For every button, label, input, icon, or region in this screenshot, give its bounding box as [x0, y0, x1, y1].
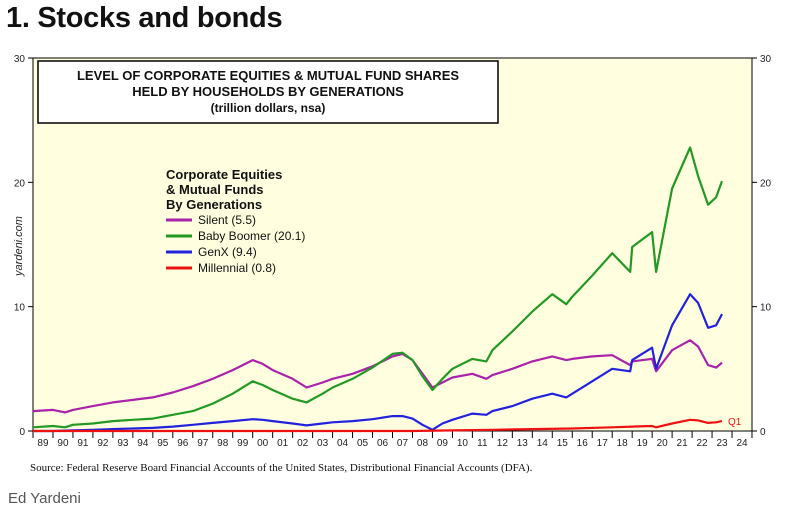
x-tick-label: 16 — [577, 438, 589, 449]
x-tick-label: 15 — [557, 438, 569, 449]
q1-annotation: Q1 — [728, 417, 742, 428]
title-box — [37, 60, 499, 124]
series-layer: Q1 — [32, 146, 742, 433]
x-tick-label: 14 — [537, 438, 549, 449]
x-tick-label: 08 — [417, 438, 429, 449]
legend-entry-label: GenX (9.4) — [198, 245, 257, 259]
source-note: Source: Federal Reserve Board Financial … — [30, 462, 533, 474]
legend-entry-label: Millennial (0.8) — [198, 261, 276, 275]
y-tick-label-right: 0 — [760, 427, 766, 438]
legend-entry-label: Baby Boomer (20.1) — [198, 229, 305, 243]
x-tick-label: 06 — [377, 438, 389, 449]
y-tick-label-right: 10 — [760, 303, 772, 314]
legend-title-line: & Mutual Funds — [166, 182, 264, 197]
x-tick-label: 09 — [437, 438, 449, 449]
x-tick-label: 05 — [357, 438, 369, 449]
x-tick-label: 92 — [97, 438, 109, 449]
x-tick-label: 07 — [397, 438, 409, 449]
x-tick-label: 19 — [637, 438, 649, 449]
x-tick-label: 91 — [77, 438, 89, 449]
chart-container: 0 0 10 10 20 20 30 30 89 90 91 92 93 94 95 96 97 98 99 00 01… — [0, 46, 800, 456]
x-tick-label: 98 — [217, 438, 229, 449]
page-heading: 1. Stocks and bonds — [6, 2, 283, 34]
x-tick-label: 00 — [257, 438, 269, 449]
x-tick-label: 89 — [37, 438, 49, 449]
y-tick-label-left: 10 — [14, 303, 26, 314]
y-tick-label-right: 20 — [760, 178, 772, 189]
x-tick-label: 96 — [177, 438, 189, 449]
x-tick-label: 23 — [716, 438, 728, 449]
credit-label: Ed Yardeni — [8, 490, 81, 507]
x-tick-label: 02 — [297, 438, 309, 449]
x-tick-label: 04 — [337, 438, 349, 449]
x-tick-label: 11 — [477, 438, 488, 449]
legend-title-line: By Generations — [166, 197, 262, 212]
chart-subtitle: (trillion dollars, nsa) — [211, 101, 326, 115]
x-tick-label: 17 — [597, 438, 609, 449]
x-tick-label: 95 — [157, 438, 169, 449]
y-tick-label-left: 0 — [19, 427, 25, 438]
x-tick-label: 03 — [317, 438, 329, 449]
x-tick-label: 22 — [697, 438, 709, 449]
series-line-baby-boomer — [32, 146, 724, 429]
x-tick-label: 13 — [517, 438, 529, 449]
x-tick-label: 24 — [736, 438, 748, 449]
x-tick-label: 99 — [237, 438, 249, 449]
x-tick-label: 97 — [197, 438, 209, 449]
chart-title-box: LEVEL OF CORPORATE EQUITIES & MUTUAL FUN… — [37, 60, 499, 124]
chart-title-line-2: HELD BY HOUSEHOLDS BY GENERATIONS — [132, 84, 404, 99]
y-tick-label-right: 30 — [760, 54, 772, 65]
x-tick-label: 18 — [617, 438, 629, 449]
x-tick-label: 93 — [117, 438, 129, 449]
x-tick-label: 21 — [677, 438, 689, 449]
chart-title-line-1: LEVEL OF CORPORATE EQUITIES & MUTUAL FUN… — [77, 68, 459, 83]
x-tick-label: 10 — [457, 438, 469, 449]
legend-entry-label: Silent (5.5) — [198, 213, 256, 227]
x-tick-label: 01 — [277, 438, 289, 449]
x-tick-label: 12 — [497, 438, 509, 449]
legend-title-line: Corporate Equities — [166, 167, 282, 182]
watermark-label: yardeni.com — [13, 216, 25, 277]
x-tick-label: 20 — [657, 438, 669, 449]
x-tick-label: 94 — [137, 438, 149, 449]
y-tick-label-left: 30 — [14, 54, 26, 65]
y-tick-label-left: 20 — [14, 178, 26, 189]
x-tick-label: 90 — [57, 438, 69, 449]
series-line-millennial — [33, 418, 723, 433]
series-line-genx — [33, 293, 723, 433]
